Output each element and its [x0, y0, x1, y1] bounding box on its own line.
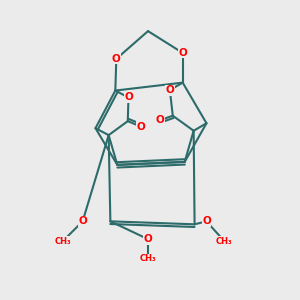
Text: O: O [144, 234, 152, 244]
Text: O: O [136, 122, 145, 132]
Text: O: O [178, 48, 187, 58]
Text: O: O [112, 54, 121, 64]
Text: O: O [156, 115, 164, 125]
Text: CH₃: CH₃ [216, 237, 232, 246]
Text: O: O [202, 216, 211, 226]
Text: CH₃: CH₃ [55, 237, 71, 246]
Text: O: O [78, 216, 87, 226]
Text: CH₃: CH₃ [140, 254, 156, 263]
Text: O: O [166, 85, 174, 95]
Text: O: O [124, 92, 133, 103]
